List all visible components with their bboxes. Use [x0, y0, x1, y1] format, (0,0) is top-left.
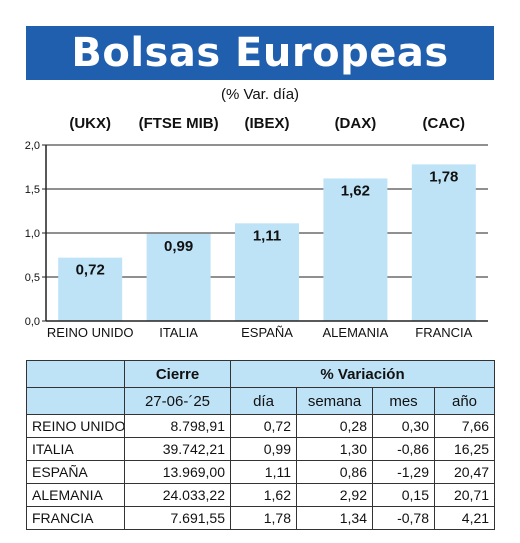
cell-dia: 0,99 [230, 437, 297, 461]
cell-mes: 0,15 [372, 483, 435, 507]
bar-value-label: 1,11 [253, 227, 281, 244]
header-variacion: % Variación [229, 360, 496, 388]
cell-pais: REINO UNIDO [26, 414, 125, 438]
subheader-empty-cell [26, 387, 125, 415]
index-code-label: (DAX) [335, 115, 377, 132]
bar [235, 223, 299, 321]
cell-semana: 1,30 [296, 437, 373, 461]
cell-ano: 20,71 [433, 483, 496, 507]
table-header-row: Cierre % Variación [26, 360, 496, 388]
cell-dia: 0,72 [230, 414, 297, 438]
table-subheader-row: 27-06-´25 día semana mes año [26, 387, 496, 415]
bar-value-label: 1,62 [341, 182, 370, 199]
cell-cierre: 13.969,00 [124, 460, 231, 484]
title-banner: Bolsas Europeas [26, 26, 494, 80]
chart-subtitle: (% Var. día) [220, 86, 300, 103]
cell-ano: 4,21 [433, 506, 496, 530]
chart-labels: 0,0 0,5 1,0 1,5 2,0 0,72 REINO UNIDO (UKX) 0,99 I… [25, 115, 473, 340]
cell-mes: -1,29 [372, 460, 435, 484]
stock-table: Cierre % Variación 27-06-´25 día semana … [26, 360, 496, 530]
bar-value-label: 0,72 [76, 262, 105, 279]
y-tick-label: 0,5 [25, 272, 40, 284]
table-row: REINO UNIDO 8.798,91 0,72 0,28 0,30 7,66 [26, 414, 496, 438]
bar [411, 164, 476, 321]
cell-cierre: 7.691,55 [124, 506, 231, 530]
chart-axes [42, 144, 488, 322]
y-tick-label: 0,0 [25, 316, 40, 328]
cell-dia: 1,11 [230, 460, 297, 484]
cell-cierre: 39.742,21 [124, 437, 231, 461]
cell-mes: 0,30 [372, 414, 435, 438]
y-tick-label: 1,5 [25, 184, 40, 196]
x-category-label: FRANCIA [415, 325, 472, 340]
cell-mes: -0,78 [372, 506, 435, 530]
header-ano: año [433, 387, 496, 415]
cell-semana: 0,28 [296, 414, 373, 438]
cell-pais: ESPAÑA [26, 460, 125, 484]
bar-chart: 0,0 0,5 1,0 1,5 2,0 0,72 REINO UNIDO (UKX) 0,99 I… [25, 115, 488, 340]
index-code-label: (CAC) [423, 115, 466, 132]
x-category-label: ESPAÑA [241, 325, 293, 340]
header-date: 27-06-´25 [124, 387, 231, 415]
cell-semana: 2,92 [296, 483, 373, 507]
bar [323, 178, 388, 321]
y-tick-label: 1,0 [25, 228, 40, 240]
cell-cierre: 8.798,91 [124, 414, 231, 438]
index-code-label: (IBEX) [245, 115, 290, 132]
table-row: FRANCIA 7.691,55 1,78 1,34 -0,78 4,21 [26, 506, 496, 530]
cell-semana: 0,86 [296, 460, 373, 484]
cell-semana: 1,34 [296, 506, 373, 530]
cell-ano: 20,47 [433, 460, 496, 484]
index-code-label: (FTSE MIB) [139, 115, 219, 132]
page-title: Bolsas Europeas [71, 30, 449, 76]
bar-value-label: 0,99 [164, 238, 193, 255]
cell-dia: 1,78 [230, 506, 297, 530]
header-cierre: Cierre [124, 360, 231, 388]
index-code-label: (UKX) [69, 115, 111, 132]
header-mes: mes [372, 387, 435, 415]
bar [146, 233, 211, 321]
x-category-label: REINO UNIDO [47, 325, 134, 340]
cell-dia: 1,62 [230, 483, 297, 507]
x-category-label: ALEMANIA [323, 325, 389, 340]
header-semana: semana [296, 387, 373, 415]
table-row: ITALIA 39.742,21 0,99 1,30 -0,86 16,25 [26, 437, 496, 461]
cell-ano: 7,66 [433, 414, 496, 438]
cell-pais: ITALIA [26, 437, 125, 461]
cell-pais: ALEMANIA [26, 483, 125, 507]
table-row: ESPAÑA 13.969,00 1,11 0,86 -1,29 20,47 [26, 460, 496, 484]
cell-mes: -0,86 [372, 437, 435, 461]
x-category-label: ITALIA [159, 325, 198, 340]
table-row: ALEMANIA 24.033,22 1,62 2,92 0,15 20,71 [26, 483, 496, 507]
cell-cierre: 24.033,22 [124, 483, 231, 507]
header-empty-cell [26, 360, 125, 388]
cell-ano: 16,25 [433, 437, 496, 461]
y-tick-label: 2,0 [25, 140, 40, 152]
bar-value-label: 1,78 [429, 168, 458, 185]
chart-bars [58, 164, 476, 321]
bar [58, 257, 123, 321]
header-dia: día [230, 387, 297, 415]
cell-pais: FRANCIA [26, 506, 125, 530]
